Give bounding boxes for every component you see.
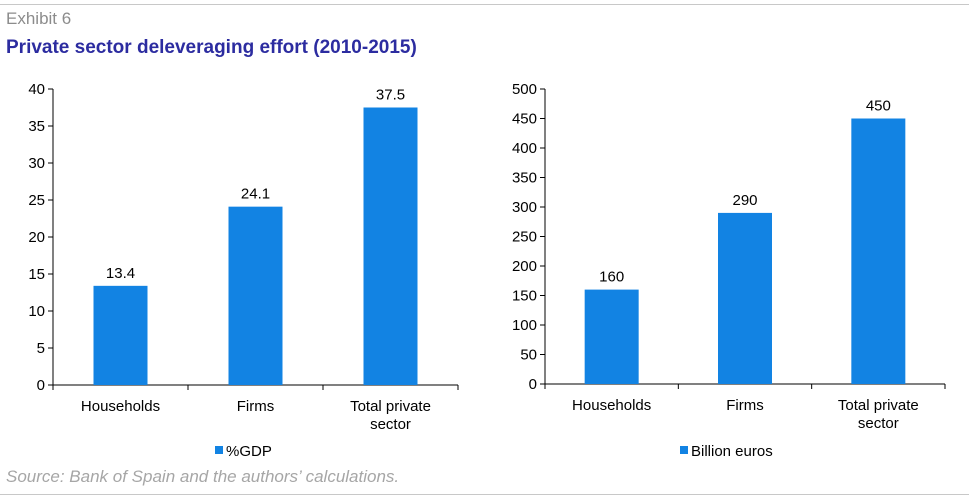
data-label: 13.4 (106, 265, 135, 282)
exhibit-label: Exhibit 6 (6, 9, 72, 28)
x-tick-label: Total private (350, 398, 431, 415)
legend-label: Billion euros (691, 443, 773, 460)
y-tick-label: 40 (28, 81, 45, 98)
x-tick-label: Households (81, 398, 160, 415)
y-tick-label: 5 (37, 340, 45, 357)
data-label: 24.1 (241, 186, 270, 203)
y-tick-label: 300 (512, 199, 537, 216)
y-tick-label: 250 (512, 229, 537, 246)
bar (228, 206, 283, 385)
bar (584, 289, 639, 384)
bar (851, 118, 906, 384)
y-tick-label: 30 (28, 155, 45, 172)
y-tick-label: 25 (28, 192, 45, 209)
legend-swatch (215, 446, 223, 454)
bar (363, 107, 418, 385)
bar (93, 285, 148, 385)
y-tick-label: 20 (28, 229, 45, 246)
y-tick-label: 35 (28, 118, 45, 135)
y-tick-label: 500 (512, 81, 537, 98)
x-tick-label: Firms (237, 398, 275, 415)
x-tick-label: Households (572, 397, 651, 414)
x-tick-label: sector (858, 415, 899, 432)
bottom-rule (0, 494, 969, 495)
y-tick-label: 0 (37, 377, 45, 394)
x-tick-label: Total private (838, 397, 919, 414)
data-label: 160 (599, 269, 624, 286)
y-tick-label: 0 (529, 376, 537, 393)
data-label: 37.5 (376, 87, 405, 104)
chart-title: Private sector deleveraging effort (2010… (6, 37, 417, 58)
x-tick-label: sector (370, 416, 411, 433)
legend-swatch (680, 446, 688, 454)
y-tick-label: 350 (512, 170, 537, 187)
data-label: 290 (732, 192, 757, 209)
y-tick-label: 150 (512, 288, 537, 305)
data-label: 450 (866, 98, 891, 115)
y-tick-label: 450 (512, 111, 537, 128)
x-tick-label: Firms (726, 397, 764, 414)
y-tick-label: 100 (512, 317, 537, 334)
top-rule (0, 4, 969, 5)
y-tick-label: 400 (512, 140, 537, 157)
y-tick-label: 10 (28, 303, 45, 320)
bar (718, 212, 772, 384)
y-tick-label: 15 (28, 266, 45, 283)
source-note: Source: Bank of Spain and the authors’ c… (6, 467, 400, 486)
y-tick-label: 50 (520, 347, 537, 364)
y-tick-label: 200 (512, 258, 537, 275)
legend-label: %GDP (226, 443, 272, 460)
